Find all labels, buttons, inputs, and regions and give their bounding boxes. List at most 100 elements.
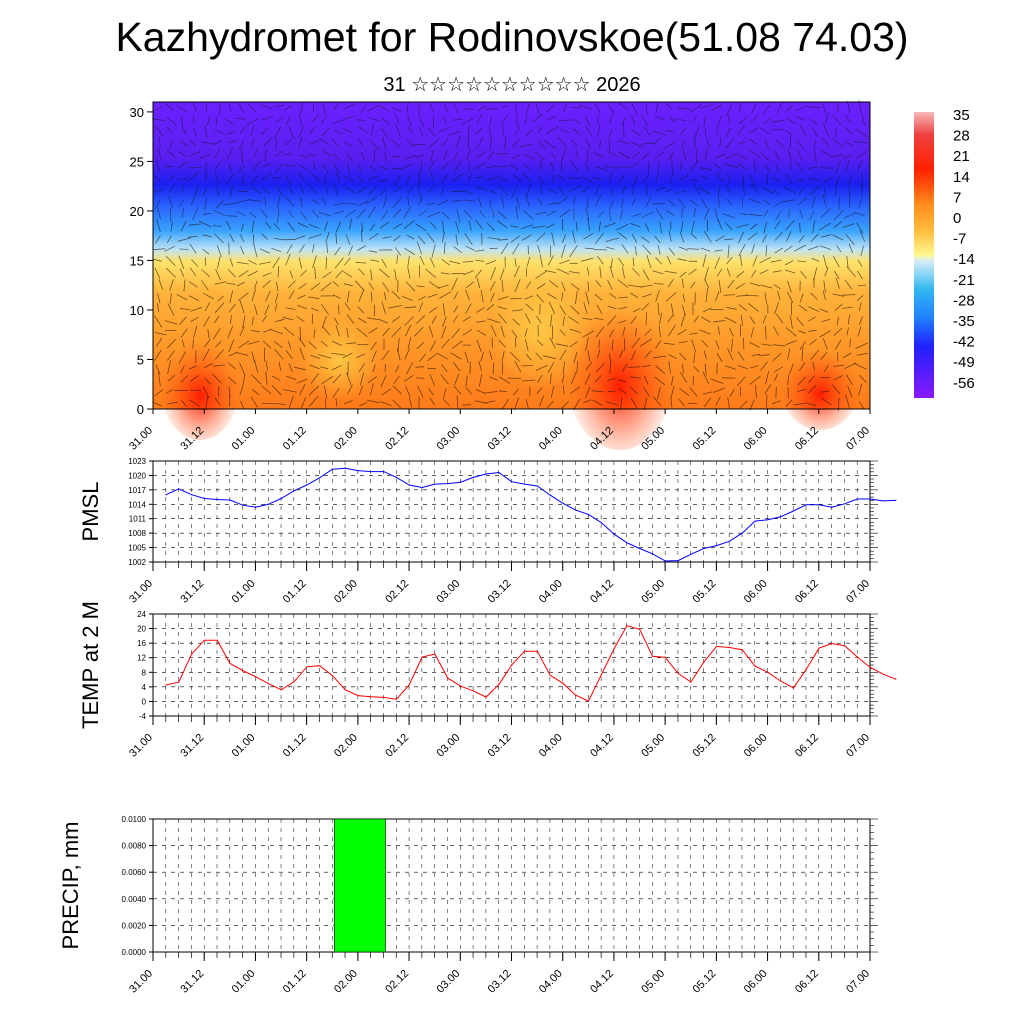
wind-vector: [539, 254, 543, 268]
wind-vector: [762, 234, 767, 243]
wind-vector: [585, 361, 593, 371]
wind-vector: [489, 117, 492, 126]
wind-vector: [180, 116, 184, 127]
pmsl-point: [447, 483, 449, 485]
wind-vector: [250, 175, 259, 186]
wind-vector: [455, 136, 461, 148]
wind-vector: [334, 246, 341, 256]
wind-vector: [752, 255, 758, 267]
wind-vector: [856, 222, 864, 234]
pmsl-ytick-label: 1020: [128, 471, 146, 480]
wind-vector: [535, 270, 547, 280]
wind-vector: [461, 189, 474, 195]
wind-vector: [607, 390, 616, 393]
wind-vector: [226, 131, 236, 135]
temp2m-xtick-label: 05.00: [639, 732, 667, 760]
wind-vector: [248, 199, 263, 202]
wind-vector: [808, 306, 820, 313]
wind-vector: [500, 104, 510, 109]
wind-vector: [180, 365, 185, 374]
wind-vector: [287, 340, 292, 350]
colorbar-label: -49: [953, 354, 975, 371]
wind-vector: [621, 117, 626, 126]
temp-point: [754, 665, 756, 667]
wind-vector: [242, 374, 246, 388]
wind-vector: [668, 230, 672, 242]
pmsl-point: [869, 498, 871, 500]
wind-vector: [856, 150, 868, 159]
wind-vector: [526, 183, 532, 197]
wind-vector: [382, 136, 386, 150]
pmsl-ytick-label: 1008: [128, 529, 146, 538]
wind-vector: [820, 207, 831, 219]
wind-vector: [544, 270, 556, 273]
wind-vector: [188, 223, 202, 226]
wind-vector: [382, 327, 390, 337]
wind-vector: [689, 159, 699, 172]
temp-point: [255, 676, 257, 678]
wind-vector: [300, 269, 308, 277]
wind-vector: [532, 113, 544, 123]
wind-vector: [556, 268, 570, 275]
wind-vector: [152, 402, 163, 407]
temp2m-ytick-label: 8: [142, 668, 147, 677]
wind-vector: [264, 304, 270, 315]
wind-vector: [473, 163, 485, 170]
wind-vector: [228, 386, 231, 398]
wind-vector: [443, 241, 446, 254]
wind-vector: [499, 184, 508, 197]
wind-vector: [787, 280, 792, 293]
wind-vector: [799, 222, 801, 233]
wind-vector: [369, 139, 380, 151]
wind-vector: [344, 209, 356, 218]
wind-vector: [179, 316, 187, 325]
wind-vector: [584, 247, 594, 250]
wind-vector: [288, 126, 295, 140]
wind-vector: [561, 281, 566, 291]
wind-vector: [204, 198, 207, 211]
wind-vector: [773, 366, 784, 373]
wind-vector: [665, 103, 673, 110]
wind-vector: [453, 385, 462, 395]
wind-vector: [512, 139, 520, 148]
temp-point: [306, 666, 308, 668]
wind-vector: [655, 208, 664, 220]
chart-title: Kazhydromet for Rodinovskoe(51.08 74.03): [115, 14, 909, 60]
wind-vector: [557, 186, 566, 197]
wind-vector: [786, 117, 796, 125]
wind-vector: [489, 247, 498, 250]
wind-vector: [654, 235, 661, 244]
wind-vector: [358, 186, 367, 193]
wind-vector: [317, 354, 332, 359]
wind-vector: [465, 245, 475, 251]
wind-vector: [550, 152, 557, 160]
temp2m-xtick-label: 06.12: [793, 732, 821, 760]
wind-vector: [824, 112, 830, 124]
wind-vector: [489, 376, 498, 381]
wind-vector: [227, 269, 236, 278]
wind-vector: [800, 270, 808, 279]
wind-vector: [180, 220, 187, 232]
pmsl-point: [434, 483, 436, 485]
wind-vector: [632, 213, 642, 217]
wind-vector: [833, 327, 843, 336]
wind-vector: [369, 223, 375, 232]
wind-vector: [514, 279, 521, 293]
wind-vector: [298, 257, 303, 269]
wind-vector: [726, 256, 733, 265]
wind-vector: [702, 391, 713, 395]
wind-vector: [808, 375, 816, 383]
wind-vector: [842, 294, 856, 296]
pmsl-ytick-label: 1005: [128, 544, 146, 553]
wind-vector: [539, 160, 542, 171]
wind-vector: [430, 149, 434, 162]
wind-vector: [261, 233, 268, 240]
wind-vector: [725, 138, 735, 149]
wind-vector: [367, 376, 377, 384]
pmsl-point: [728, 540, 731, 542]
wind-vector: [166, 350, 175, 361]
wind-vector: [640, 142, 655, 145]
wind-vector: [680, 161, 682, 171]
pmsl-point: [395, 476, 398, 478]
